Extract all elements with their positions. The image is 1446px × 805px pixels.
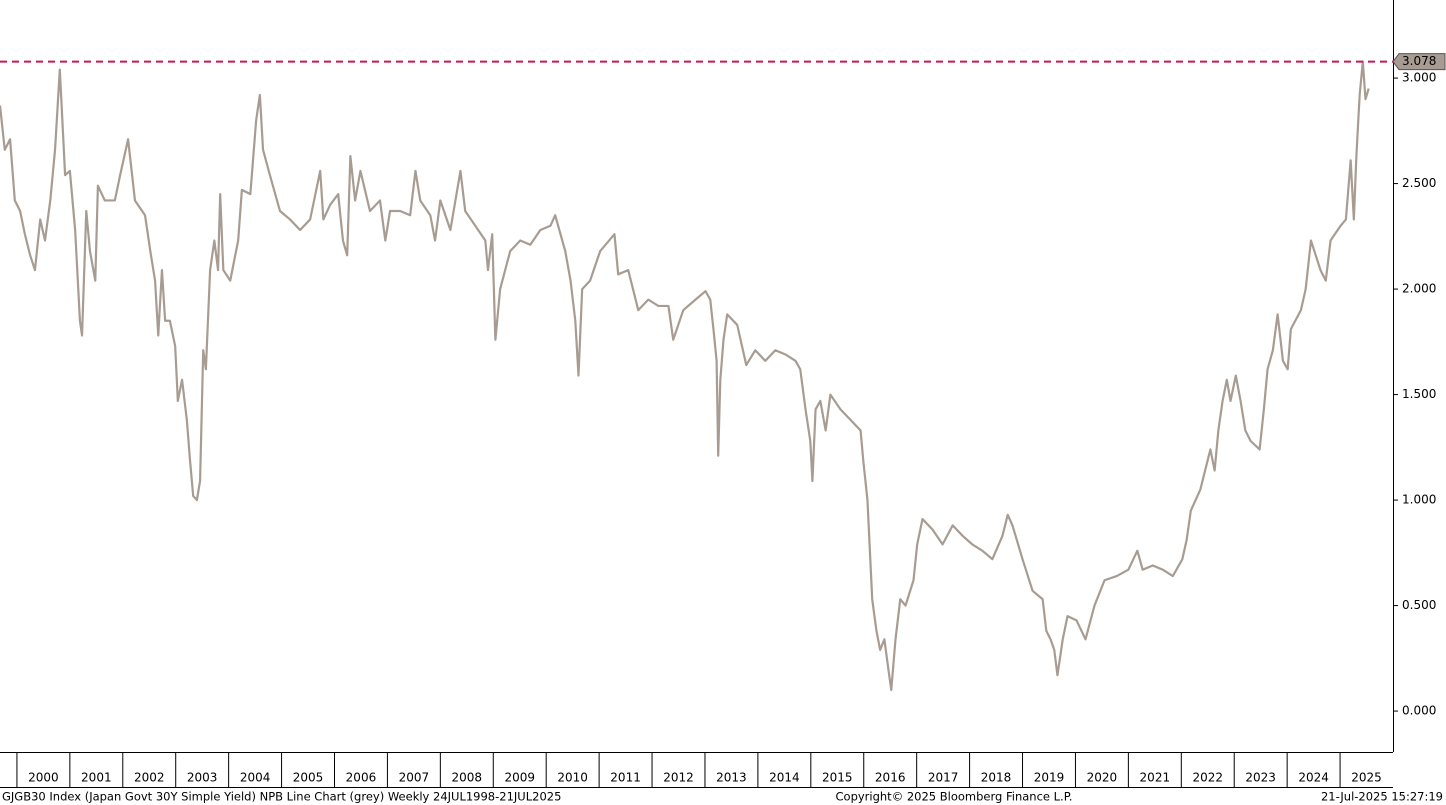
x-tick-label: 2018 — [981, 771, 1012, 785]
y-tick-label: 1.000 — [1402, 493, 1436, 507]
y-tick-label: 2.500 — [1402, 176, 1436, 190]
x-tick-label: 2021 — [1140, 771, 1171, 785]
x-tick-label: 2022 — [1192, 771, 1223, 785]
footer-left: GJGB30 Index (Japan Govt 30Y Simple Yiel… — [2, 790, 561, 804]
x-tick-label: 2014 — [769, 771, 800, 785]
footer-center: Copyright© 2025 Bloomberg Finance L.P. — [836, 790, 1073, 804]
y-tick-label: 2.000 — [1402, 282, 1436, 296]
x-tick-label: 2025 — [1351, 771, 1382, 785]
plot — [0, 60, 1370, 692]
x-tick-label: 2010 — [557, 771, 588, 785]
x-tick-label: 2019 — [1034, 771, 1065, 785]
footer-right: 21-Jul-2025 15:27:19 — [1321, 790, 1443, 804]
x-tick-label: 2006 — [346, 771, 377, 785]
x-tick-label: 2004 — [240, 771, 271, 785]
x-tick-label: 2024 — [1298, 771, 1329, 785]
x-tick-label: 2001 — [81, 771, 112, 785]
x-tick-label: 2009 — [504, 771, 535, 785]
x-tick-label: 2020 — [1087, 771, 1118, 785]
y-tick-label: 3.000 — [1402, 71, 1436, 85]
y-tick-label: 0.000 — [1402, 704, 1436, 718]
reference-label: 3.078 — [1402, 54, 1436, 68]
x-tick-label: 2016 — [875, 771, 906, 785]
y-tick-label: 0.500 — [1402, 598, 1436, 612]
x-tick-label: 2008 — [452, 771, 483, 785]
x-tick-label: 2000 — [28, 771, 59, 785]
x-tick-label: 2012 — [663, 771, 694, 785]
x-tick-label: 2003 — [187, 771, 218, 785]
x-tick-label: 2017 — [928, 771, 959, 785]
series-line — [0, 60, 1370, 692]
x-tick-label: 2005 — [293, 771, 324, 785]
x-tick-label: 2023 — [1245, 771, 1276, 785]
x-tick-label: 2013 — [716, 771, 747, 785]
reference-label-box — [1392, 53, 1446, 71]
x-tick-label: 2011 — [610, 771, 641, 785]
x-tick-label: 2015 — [822, 771, 853, 785]
y-tick-label: 1.500 — [1402, 387, 1436, 401]
x-tick-label: 2002 — [134, 771, 165, 785]
x-tick-label: 2007 — [399, 771, 430, 785]
